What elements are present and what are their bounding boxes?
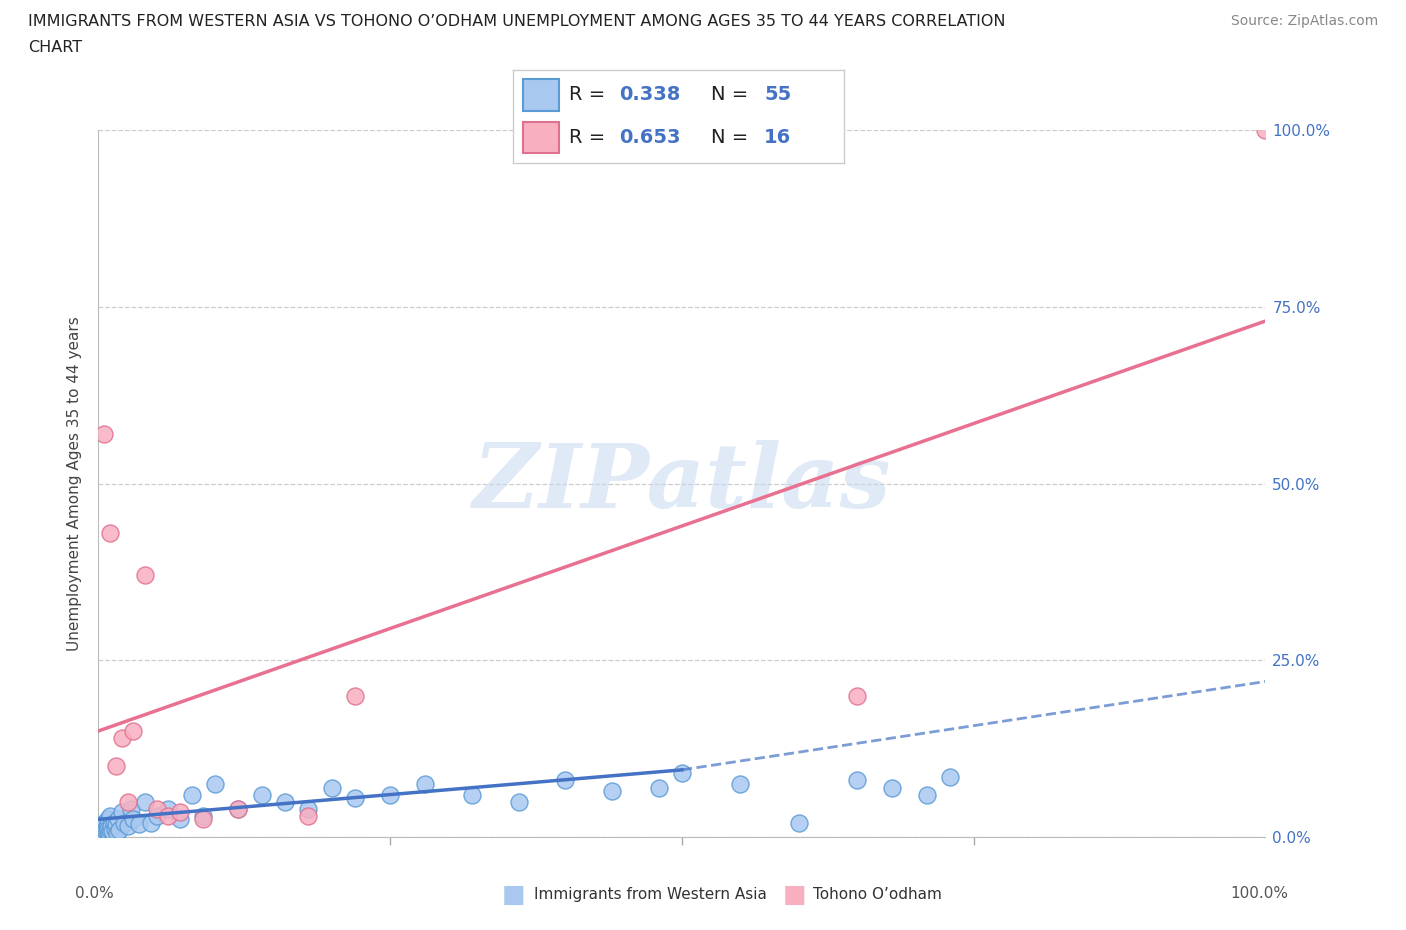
Text: Source: ZipAtlas.com: Source: ZipAtlas.com bbox=[1230, 14, 1378, 28]
Point bbox=[128, 817, 150, 831]
Point bbox=[117, 794, 139, 809]
Point bbox=[93, 816, 115, 830]
Text: 100.0%: 100.0% bbox=[1230, 886, 1289, 901]
Point bbox=[97, 821, 120, 836]
Text: 0.653: 0.653 bbox=[619, 128, 681, 147]
Point bbox=[90, 822, 112, 837]
Text: ■: ■ bbox=[502, 883, 524, 907]
Point bbox=[554, 773, 576, 788]
Point bbox=[250, 787, 273, 802]
Point bbox=[100, 819, 122, 834]
Point bbox=[378, 787, 402, 802]
Point bbox=[508, 794, 530, 809]
Point bbox=[98, 808, 121, 823]
Point bbox=[96, 819, 118, 834]
Point bbox=[111, 804, 134, 819]
Point bbox=[104, 759, 127, 774]
Point bbox=[105, 825, 128, 840]
Text: 16: 16 bbox=[765, 128, 792, 147]
Point bbox=[98, 525, 121, 540]
Point bbox=[344, 688, 367, 703]
Point bbox=[321, 780, 343, 795]
Point bbox=[228, 802, 250, 817]
Point bbox=[101, 824, 124, 839]
Point bbox=[846, 773, 869, 788]
Point bbox=[671, 766, 693, 781]
Point bbox=[846, 688, 869, 703]
Point bbox=[122, 812, 145, 827]
Point bbox=[94, 822, 117, 837]
Point bbox=[134, 568, 156, 583]
Y-axis label: Unemployment Among Ages 35 to 44 years: Unemployment Among Ages 35 to 44 years bbox=[67, 316, 83, 651]
Text: R =: R = bbox=[569, 128, 612, 147]
Text: Immigrants from Western Asia: Immigrants from Western Asia bbox=[534, 887, 768, 902]
Point bbox=[169, 812, 191, 827]
Text: 55: 55 bbox=[765, 86, 792, 104]
Point bbox=[120, 802, 142, 817]
Text: 0.338: 0.338 bbox=[619, 86, 681, 104]
Point bbox=[93, 826, 115, 841]
Point bbox=[97, 826, 120, 841]
Point bbox=[274, 794, 297, 809]
Point bbox=[1254, 123, 1277, 138]
Point bbox=[112, 816, 135, 830]
Point bbox=[104, 817, 127, 831]
Point bbox=[90, 826, 112, 841]
Point bbox=[297, 802, 319, 817]
Text: N =: N = bbox=[711, 86, 755, 104]
Point bbox=[915, 787, 938, 802]
Point bbox=[91, 819, 114, 834]
Text: 0.0%: 0.0% bbox=[75, 886, 114, 901]
Point bbox=[117, 819, 139, 834]
Point bbox=[787, 816, 810, 830]
Point bbox=[730, 777, 752, 791]
Point bbox=[600, 784, 623, 799]
Point bbox=[461, 787, 484, 802]
Point bbox=[111, 731, 134, 746]
Point bbox=[939, 769, 962, 784]
Point bbox=[134, 794, 156, 809]
Point bbox=[880, 780, 903, 795]
Point bbox=[169, 804, 191, 819]
Point bbox=[647, 780, 669, 795]
Point bbox=[139, 816, 162, 830]
Point bbox=[108, 822, 131, 837]
Text: ZIPatlas: ZIPatlas bbox=[474, 440, 890, 527]
Text: N =: N = bbox=[711, 128, 755, 147]
Point bbox=[344, 790, 367, 805]
Point bbox=[297, 808, 319, 823]
Point bbox=[204, 777, 226, 791]
Point bbox=[180, 787, 202, 802]
Point bbox=[93, 427, 115, 442]
Point bbox=[146, 808, 169, 823]
Point bbox=[193, 808, 215, 823]
Point bbox=[157, 808, 180, 823]
Point bbox=[97, 812, 120, 827]
Text: ■: ■ bbox=[783, 883, 806, 907]
Point bbox=[104, 821, 127, 836]
Point bbox=[413, 777, 436, 791]
Bar bbox=[523, 122, 560, 153]
Text: Tohono O’odham: Tohono O’odham bbox=[813, 887, 942, 902]
Text: CHART: CHART bbox=[28, 40, 82, 55]
Point bbox=[122, 724, 145, 738]
Text: IMMIGRANTS FROM WESTERN ASIA VS TOHONO O’ODHAM UNEMPLOYMENT AMONG AGES 35 TO 44 : IMMIGRANTS FROM WESTERN ASIA VS TOHONO O… bbox=[28, 14, 1005, 29]
Point bbox=[146, 802, 169, 817]
Bar bbox=[523, 79, 560, 111]
Point bbox=[103, 816, 125, 830]
Point bbox=[98, 822, 121, 837]
Point bbox=[107, 812, 129, 827]
Text: R =: R = bbox=[569, 86, 612, 104]
Point bbox=[193, 812, 215, 827]
Point bbox=[228, 802, 250, 817]
Point bbox=[96, 824, 118, 839]
Point bbox=[157, 802, 180, 817]
